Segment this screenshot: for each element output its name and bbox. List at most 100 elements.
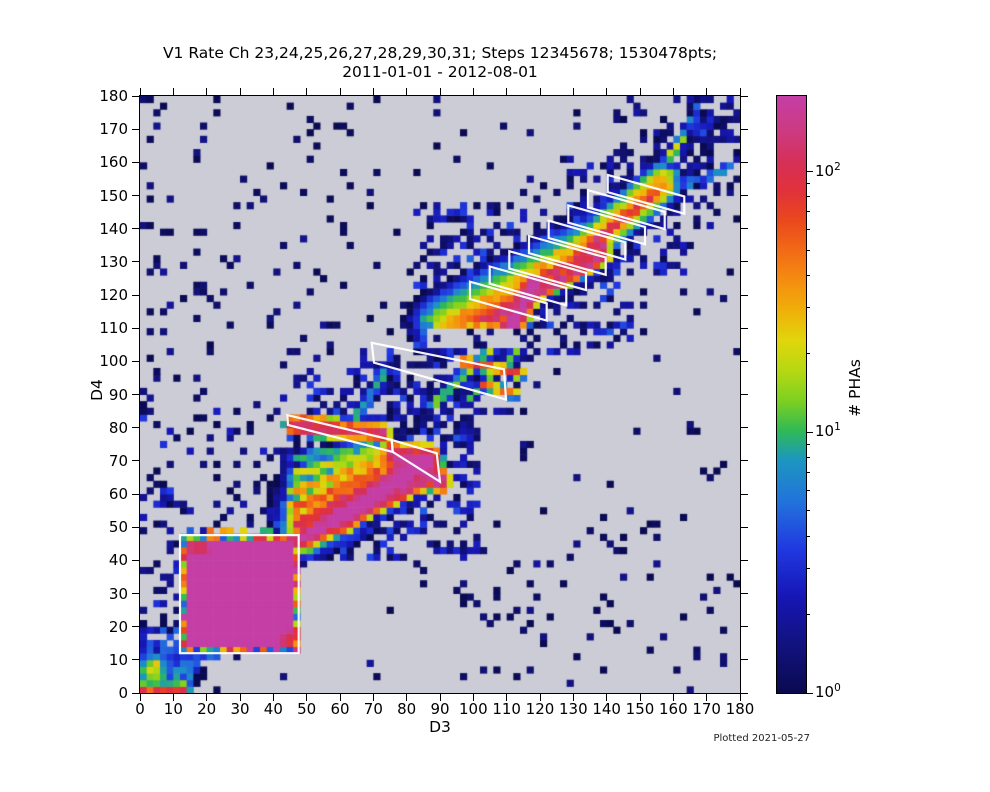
- x-axis-tick-label: 130: [559, 700, 588, 718]
- y-axis-tick: [132, 559, 139, 561]
- y-axis-tick-right: [741, 360, 748, 362]
- y-axis-tick-label: 50: [108, 518, 128, 537]
- pha-box-band: [370, 341, 508, 401]
- x-axis-tick-label: 0: [135, 700, 145, 718]
- colorbar-minor-tick: [806, 249, 810, 251]
- y-axis-tick-right: [741, 128, 748, 130]
- x-axis-tick-top: [406, 88, 408, 95]
- y-axis-tick-label: 100: [99, 352, 128, 371]
- y-axis-tick: [132, 360, 139, 362]
- y-axis-tick-right: [741, 195, 748, 196]
- y-axis-tick: [132, 692, 139, 694]
- x-axis-tick-label: 30: [230, 700, 250, 718]
- x-axis-tick-label: 80: [397, 700, 417, 718]
- colorbar-minor-tick: [806, 307, 810, 309]
- x-axis-tick-top: [239, 88, 241, 95]
- colorbar-tick-label: 101: [815, 421, 841, 441]
- y-axis-tick-label: 20: [108, 617, 128, 636]
- y-axis-tick-right: [741, 427, 748, 429]
- pha-box-overlays: [178, 173, 686, 655]
- y-axis-tick-label: 180: [99, 87, 128, 105]
- y-axis-tick-label: 70: [108, 451, 128, 470]
- x-axis-tick-label: 100: [459, 700, 488, 718]
- colorbar-minor-tick: [806, 353, 810, 355]
- colorbar-tick-label: 102: [815, 160, 841, 180]
- x-axis-tick: [606, 694, 608, 701]
- x-axis-tick-label: 40: [263, 700, 283, 718]
- y-axis-tick-right: [741, 526, 748, 528]
- pha-box-stair-3: [508, 249, 588, 292]
- colorbar-minor-tick: [806, 489, 810, 491]
- colorbar-minor-tick: [806, 510, 810, 512]
- y-axis-tick-label: 120: [99, 286, 128, 304]
- y-axis-tick-right: [741, 261, 748, 263]
- x-axis-tick: [439, 694, 441, 701]
- y-axis-tick-right: [741, 626, 748, 628]
- pha-box-stair-7: [586, 188, 666, 231]
- colorbar-minor-tick: [806, 196, 810, 198]
- y-axis-tick: [132, 294, 139, 296]
- y-axis-tick-label: 130: [99, 252, 128, 271]
- colorbar-minor-tick: [806, 183, 810, 185]
- x-axis-tick-label: 50: [297, 700, 317, 718]
- x-axis-tick-top: [472, 88, 474, 95]
- colorbar-tick-label: 100: [815, 682, 841, 701]
- x-axis-tick: [272, 694, 274, 701]
- x-axis-tick: [172, 694, 174, 701]
- pha-box-mid-right: [390, 438, 442, 484]
- y-axis-tick-right: [741, 559, 748, 561]
- heatmap-canvas: [140, 96, 740, 693]
- x-axis-tick-top: [139, 88, 141, 95]
- y-axis-tick-label: 90: [108, 385, 128, 404]
- y-axis-tick-label: 170: [99, 120, 128, 139]
- y-axis-tick-right: [741, 228, 748, 230]
- y-axis-tick-right: [741, 692, 748, 694]
- y-axis-tick: [132, 659, 139, 661]
- x-axis-tick: [339, 694, 341, 701]
- y-axis-tick-right: [741, 95, 748, 97]
- y-axis-tick: [132, 161, 139, 163]
- y-axis-tick-right: [741, 493, 748, 495]
- y-axis-tick: [132, 228, 139, 230]
- x-axis-tick-label: 150: [625, 700, 655, 718]
- x-axis-tick-label: 180: [725, 700, 755, 718]
- y-axis-tick: [132, 626, 139, 628]
- pha-box-stair-2: [488, 265, 568, 307]
- y-axis-tick: [132, 327, 139, 329]
- x-axis-tick: [506, 694, 508, 701]
- colorbar-minor-tick: [806, 472, 810, 474]
- x-axis-tick-top: [606, 88, 608, 95]
- x-axis-tick: [206, 694, 208, 701]
- y-axis-tick-right: [741, 394, 748, 395]
- y-axis-tick: [132, 95, 139, 97]
- x-axis-tick-top: [439, 88, 441, 95]
- y-axis-tick-label: 30: [108, 584, 128, 603]
- colorbar-minor-tick: [806, 443, 810, 445]
- x-axis-tick-top: [172, 88, 174, 95]
- x-axis-tick: [306, 694, 308, 701]
- x-axis-tick-label: 140: [592, 700, 621, 718]
- y-axis-tick-label: 150: [99, 186, 128, 205]
- y-axis-tick: [132, 526, 139, 528]
- x-axis-tick-top: [206, 88, 208, 95]
- y-axis-tick-label: 60: [108, 485, 128, 503]
- x-axis-tick: [539, 694, 541, 701]
- y-axis-tick: [132, 128, 139, 130]
- y-axis-tick-label: 140: [99, 219, 128, 238]
- x-axis-tick-top: [572, 88, 574, 95]
- colorbar-minor-tick: [806, 228, 810, 230]
- pha-box-stair-1: [468, 280, 548, 322]
- y-axis-tick: [132, 493, 139, 495]
- colorbar-minor-tick: [806, 535, 810, 537]
- x-axis-tick: [239, 694, 241, 701]
- colorbar-minor-tick: [806, 568, 810, 570]
- colorbar-minor-tick: [806, 614, 810, 616]
- x-axis-tick-top: [339, 88, 341, 95]
- y-axis-tick-label: 40: [108, 551, 128, 570]
- x-axis-tick: [139, 694, 141, 701]
- y-axis-tick-right: [741, 161, 748, 163]
- pha-box-stair-8: [606, 173, 686, 216]
- y-axis-tick: [132, 460, 139, 462]
- y-axis-tick-label: 160: [99, 153, 128, 172]
- x-axis-tick-label: 120: [525, 700, 555, 718]
